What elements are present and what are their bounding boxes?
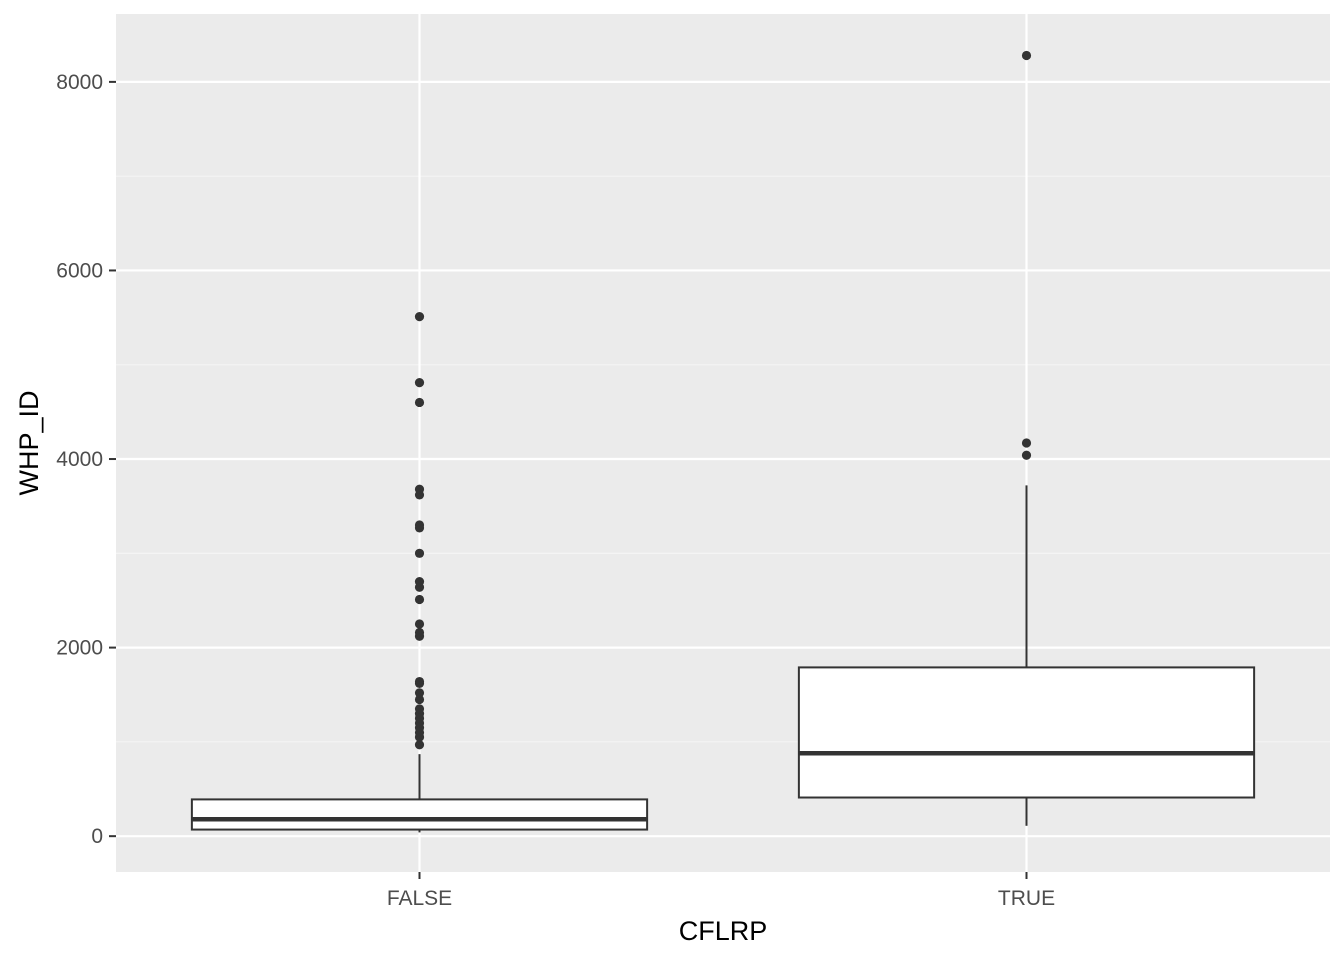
boxes — [190, 485, 1256, 833]
y-tick-label: 6000 — [56, 259, 103, 282]
y-tick-label: 2000 — [56, 637, 103, 660]
y-tick-label: 4000 — [56, 448, 103, 471]
y-axis: 0 2000 4000 6000 8000 — [56, 71, 116, 848]
x-axis: FALSE TRUE — [387, 872, 1055, 910]
outlier-point — [414, 694, 425, 705]
outlier-point — [414, 484, 425, 494]
outlier-point — [414, 676, 425, 687]
y-tick-label: 8000 — [56, 71, 103, 94]
box-false — [190, 754, 649, 833]
outlier-point — [414, 594, 425, 605]
outlier-point — [414, 548, 425, 558]
box-iqr — [190, 798, 649, 831]
outlier-point — [414, 520, 425, 530]
box-iqr — [797, 666, 1256, 799]
outlier-point — [1021, 450, 1032, 460]
outlier-point — [1021, 50, 1032, 61]
box-true — [797, 485, 1256, 826]
y-axis-title: WHP_ID — [14, 390, 44, 495]
x-axis-title: CFLRP — [679, 916, 768, 946]
outlier-point — [1021, 438, 1032, 448]
outlier-point — [414, 688, 425, 698]
outlier-point — [414, 704, 425, 714]
outlier-point — [414, 577, 425, 587]
outlier-point — [414, 312, 425, 322]
outlier-point — [414, 619, 425, 629]
outlier-points — [414, 50, 1032, 750]
outlier-point — [414, 397, 425, 408]
outlier-point — [414, 627, 425, 638]
y-tick-label: 0 — [91, 825, 103, 848]
outlier-point — [414, 740, 425, 750]
x-tick-label: FALSE — [387, 887, 452, 910]
x-tick-label: TRUE — [998, 887, 1055, 910]
outlier-point — [414, 378, 425, 388]
